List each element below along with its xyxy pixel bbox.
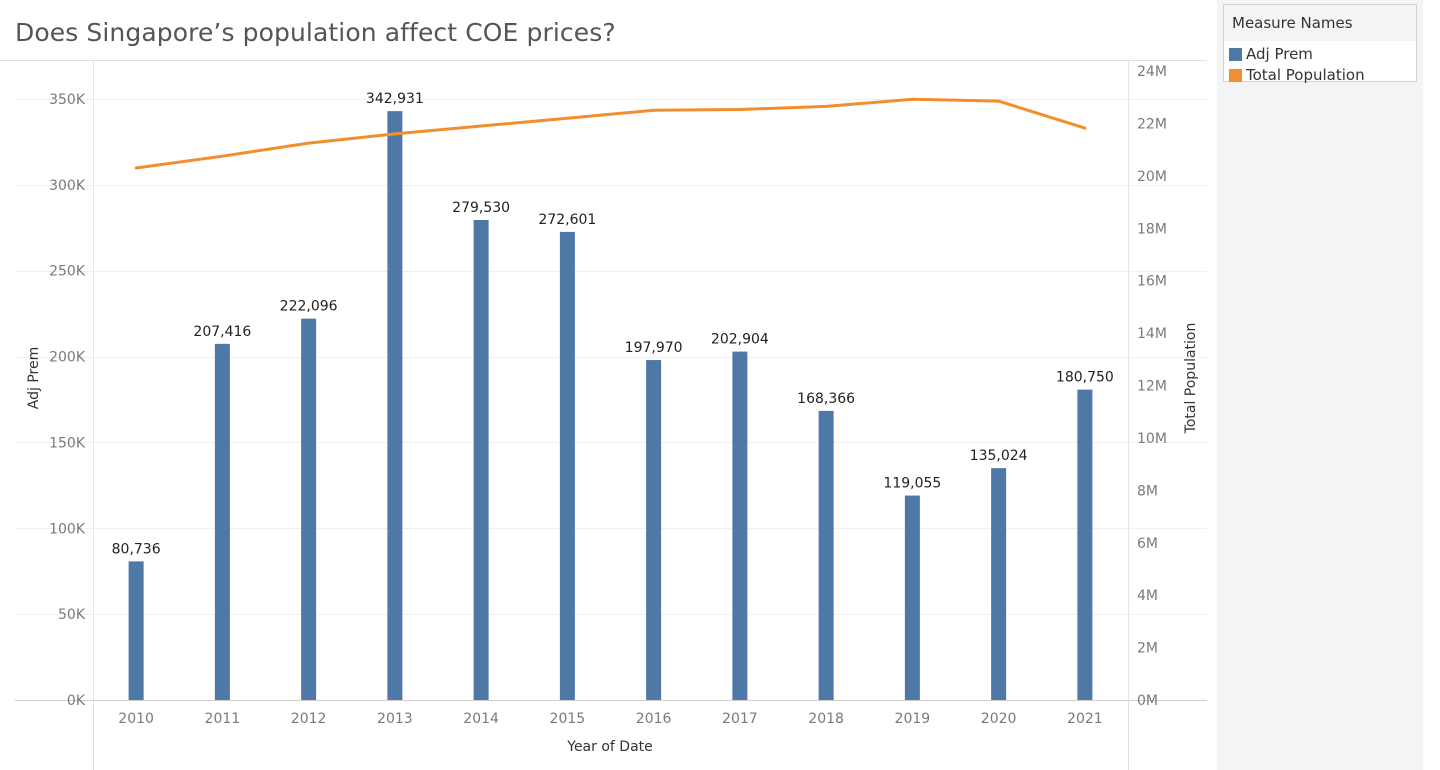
bar-data-label: 168,366 bbox=[797, 391, 855, 407]
point-total-population[interactable] bbox=[738, 108, 742, 112]
x-axis-tick-label: 2017 bbox=[722, 711, 758, 727]
left-axis-tick-label: 50K bbox=[58, 607, 86, 623]
bar-adj-prem[interactable] bbox=[646, 360, 662, 700]
x-axis-tick-label: 2018 bbox=[808, 711, 844, 727]
legend-label-total-population: Total Population bbox=[1246, 66, 1365, 84]
right-axis-tick-label: 10M bbox=[1137, 431, 1167, 447]
title-divider bbox=[0, 60, 1207, 61]
x-axis-tick-label: 2015 bbox=[550, 711, 586, 727]
x-axis-tick-label: 2021 bbox=[1067, 711, 1103, 727]
point-total-population[interactable] bbox=[1083, 126, 1087, 130]
right-axis-tick-label: 8M bbox=[1137, 483, 1158, 499]
bar-adj-prem[interactable] bbox=[1077, 389, 1093, 700]
bar-data-label: 119,055 bbox=[883, 476, 941, 492]
bar-adj-prem[interactable] bbox=[214, 343, 230, 700]
point-total-population[interactable] bbox=[565, 116, 569, 120]
point-total-population[interactable] bbox=[393, 132, 397, 136]
bar-adj-prem[interactable] bbox=[559, 231, 575, 700]
point-total-population[interactable] bbox=[307, 141, 311, 145]
left-axis-tick-label: 150K bbox=[49, 435, 86, 451]
bar-data-label: 342,931 bbox=[366, 91, 424, 107]
chart-title: Does Singapore’s population affect COE p… bbox=[15, 18, 616, 47]
left-axis-title: Adj Prem bbox=[26, 347, 42, 409]
left-axis-tick-label: 350K bbox=[49, 92, 86, 108]
bar-data-label: 180,750 bbox=[1056, 370, 1114, 386]
point-total-population[interactable] bbox=[220, 154, 224, 158]
bar-adj-prem[interactable] bbox=[991, 468, 1007, 700]
bar-adj-prem[interactable] bbox=[301, 318, 317, 700]
right-axis-tick-label: 18M bbox=[1137, 221, 1167, 237]
right-axis-tick-label: 4M bbox=[1137, 588, 1158, 604]
legend-header: Measure Names bbox=[1224, 5, 1416, 41]
bar-data-label: 80,736 bbox=[112, 541, 161, 557]
bar-adj-prem[interactable] bbox=[818, 410, 834, 700]
right-axis-tick-label: 22M bbox=[1137, 116, 1167, 132]
bar-data-label: 202,904 bbox=[711, 332, 769, 348]
bar-data-label: 197,970 bbox=[625, 340, 683, 356]
legend-label-adj-prem: Adj Prem bbox=[1246, 45, 1313, 63]
right-axis-title: Total Population bbox=[1183, 323, 1199, 435]
bar-adj-prem[interactable] bbox=[128, 561, 144, 700]
x-axis-tick-label: 2014 bbox=[463, 711, 499, 727]
legend: Measure Names Adj Prem Total Population bbox=[1223, 4, 1417, 84]
point-total-population[interactable] bbox=[134, 166, 138, 170]
bar-adj-prem[interactable] bbox=[732, 351, 748, 700]
bar-data-label: 207,416 bbox=[193, 324, 251, 340]
line-total-population[interactable] bbox=[135, 97, 1086, 170]
right-axis-tick-label: 12M bbox=[1137, 379, 1167, 395]
right-axis-tick-label: 16M bbox=[1137, 274, 1167, 290]
side-panel bbox=[1217, 0, 1423, 770]
point-total-population[interactable] bbox=[997, 99, 1001, 103]
x-axis-title: Year of Date bbox=[566, 739, 653, 755]
left-axis-tick-label: 250K bbox=[49, 264, 86, 280]
bar-adj-prem[interactable] bbox=[387, 111, 403, 700]
left-axis-tick-label: 300K bbox=[49, 178, 86, 194]
legend-swatch-total-population bbox=[1229, 69, 1242, 82]
bar-data-label: 135,024 bbox=[970, 448, 1028, 464]
right-axis-tick-label: 24M bbox=[1137, 64, 1167, 80]
legend-swatch-adj-prem bbox=[1229, 48, 1242, 61]
x-axis-tick-label: 2016 bbox=[636, 711, 672, 727]
x-axis-tick-label: 2019 bbox=[895, 711, 931, 727]
x-axis-tick-label: 2020 bbox=[981, 711, 1017, 727]
chart-area: 0K 50K 100K 150K 200K 250K 300K 350K 0M 2M 4M 6M 8M 1… bbox=[15, 60, 1207, 770]
right-axis-tick-label: 20M bbox=[1137, 169, 1167, 185]
point-total-population[interactable] bbox=[910, 97, 914, 101]
left-axis-tick-label: 100K bbox=[49, 521, 86, 537]
left-axis-tick-label: 0K bbox=[67, 693, 86, 709]
x-axis-tick-label: 2013 bbox=[377, 711, 413, 727]
right-axis-tick-label: 14M bbox=[1137, 326, 1167, 342]
left-axis-tick-label: 200K bbox=[49, 350, 86, 366]
point-total-population[interactable] bbox=[479, 124, 483, 128]
bar-data-label: 279,530 bbox=[452, 200, 510, 216]
x-axis-tick-label: 2011 bbox=[205, 711, 241, 727]
bar-adj-prem[interactable] bbox=[904, 495, 920, 700]
point-total-population[interactable] bbox=[652, 108, 656, 112]
x-axis-tick-label: 2012 bbox=[291, 711, 327, 727]
bar-data-label: 222,096 bbox=[280, 299, 338, 315]
bar-data-label: 272,601 bbox=[538, 212, 596, 228]
bar-adj-prem[interactable] bbox=[473, 220, 489, 700]
right-axis-tick-label: 2M bbox=[1137, 641, 1158, 657]
right-axis-tick-label: 0M bbox=[1137, 693, 1158, 709]
x-axis-tick-label: 2010 bbox=[118, 711, 154, 727]
legend-title: Measure Names bbox=[1232, 14, 1353, 32]
right-axis-tick-label: 6M bbox=[1137, 536, 1158, 552]
point-total-population[interactable] bbox=[824, 104, 828, 108]
